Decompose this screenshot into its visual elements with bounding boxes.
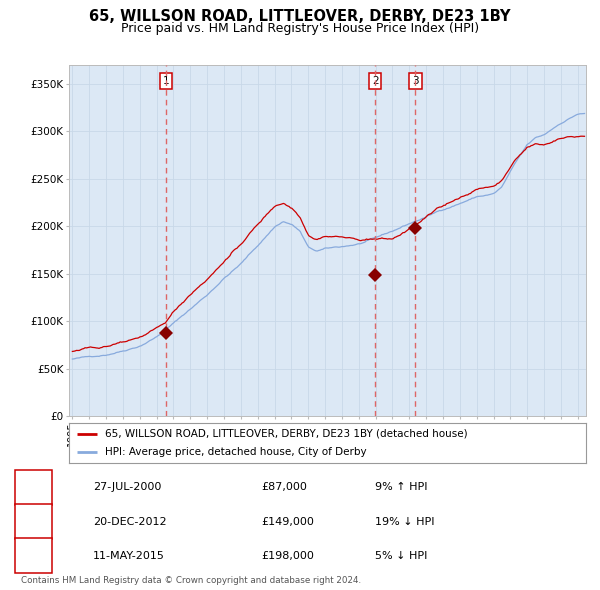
- Text: £87,000: £87,000: [261, 483, 307, 492]
- Text: HPI: Average price, detached house, City of Derby: HPI: Average price, detached house, City…: [105, 447, 367, 457]
- Text: £198,000: £198,000: [261, 551, 314, 560]
- Text: 2: 2: [372, 76, 379, 86]
- Text: £149,000: £149,000: [261, 517, 314, 526]
- Text: 27-JUL-2000: 27-JUL-2000: [93, 483, 161, 492]
- Text: Price paid vs. HM Land Registry's House Price Index (HPI): Price paid vs. HM Land Registry's House …: [121, 22, 479, 35]
- Text: 19% ↓ HPI: 19% ↓ HPI: [375, 517, 434, 526]
- Text: 11-MAY-2015: 11-MAY-2015: [93, 551, 165, 560]
- Text: Contains HM Land Registry data © Crown copyright and database right 2024.: Contains HM Land Registry data © Crown c…: [21, 576, 361, 585]
- Text: 1: 1: [163, 76, 170, 86]
- Text: 65, WILLSON ROAD, LITTLEOVER, DERBY, DE23 1BY (detached house): 65, WILLSON ROAD, LITTLEOVER, DERBY, DE2…: [105, 429, 468, 439]
- Text: 5% ↓ HPI: 5% ↓ HPI: [375, 551, 427, 560]
- Text: 9% ↑ HPI: 9% ↑ HPI: [375, 483, 427, 492]
- Text: 65, WILLSON ROAD, LITTLEOVER, DERBY, DE23 1BY: 65, WILLSON ROAD, LITTLEOVER, DERBY, DE2…: [89, 9, 511, 24]
- Text: 2: 2: [30, 517, 37, 526]
- Text: 1: 1: [30, 483, 37, 492]
- Text: 3: 3: [30, 551, 37, 560]
- Text: 3: 3: [412, 76, 419, 86]
- Text: 20-DEC-2012: 20-DEC-2012: [93, 517, 167, 526]
